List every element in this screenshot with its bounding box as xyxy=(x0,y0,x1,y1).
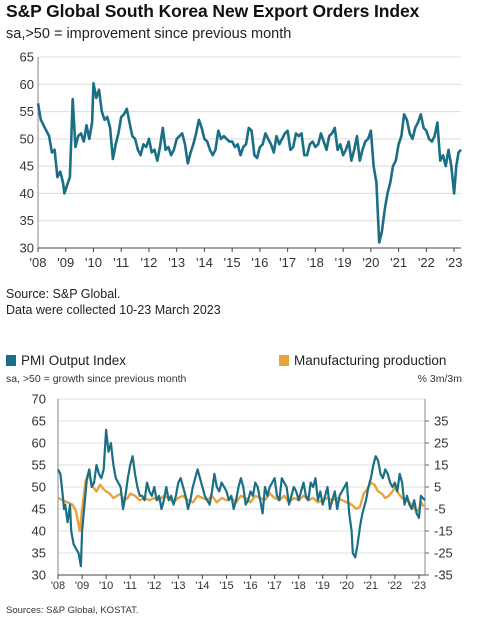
y-tick-label: 35 xyxy=(20,213,34,228)
x-tick-label: '09 xyxy=(75,580,89,592)
x-tick-label: '23 xyxy=(412,580,426,592)
left-axis-note: sa, >50 = growth since previous month xyxy=(6,373,187,385)
x-tick-label: '16 xyxy=(251,255,268,270)
left-y-tick-label: 45 xyxy=(32,502,46,517)
x-tick-label: '08 xyxy=(30,255,47,270)
x-tick-label: '15 xyxy=(219,580,233,592)
left-y-tick-label: 50 xyxy=(32,480,46,495)
chart-subtitle: sa,>50 = improvement since previous mont… xyxy=(6,26,292,42)
legend-label-pmi: PMI Output Index xyxy=(21,353,126,368)
right-axis-note: % 3m/3m xyxy=(418,373,463,385)
y-tick-label: 65 xyxy=(20,50,34,65)
x-tick-label: '12 xyxy=(147,580,161,592)
left-y-tick-label: 30 xyxy=(32,568,46,583)
x-tick-label: '22 xyxy=(388,580,402,592)
x-tick-label: '11 xyxy=(113,255,129,270)
x-tick-label: '11 xyxy=(123,580,137,592)
x-tick-label: '13 xyxy=(171,580,185,592)
right-y-tick-label: 5 xyxy=(434,480,441,495)
x-tick-label: '14 xyxy=(195,580,209,592)
y-tick-label: 55 xyxy=(20,104,34,119)
y-tick-label: 50 xyxy=(20,131,34,146)
x-tick-label: '10 xyxy=(85,255,102,270)
x-tick-label: '18 xyxy=(307,255,324,270)
export-orders-line xyxy=(36,81,462,244)
left-y-tick-label: 55 xyxy=(32,458,46,473)
legend-swatch-mfg xyxy=(279,355,289,366)
left-y-tick-label: 70 xyxy=(32,392,46,407)
y-tick-label: 40 xyxy=(20,186,34,201)
x-tick-label: '12 xyxy=(140,255,157,270)
x-tick-label: '08 xyxy=(51,580,65,592)
x-tick-label: '17 xyxy=(267,580,281,592)
x-tick-label: '17 xyxy=(279,255,296,270)
right-y-tick-label: -15 xyxy=(434,524,453,539)
right-y-tick-label: -35 xyxy=(434,568,453,583)
x-tick-label: '21 xyxy=(364,580,378,592)
right-y-tick-label: 35 xyxy=(434,414,448,429)
left-y-tick-label: 60 xyxy=(32,436,46,451)
x-tick-label: '20 xyxy=(340,580,354,592)
y-tick-label: 60 xyxy=(20,77,34,92)
chart-title: S&P Global South Korea New Export Orders… xyxy=(6,1,420,21)
x-tick-label: '15 xyxy=(224,255,241,270)
right-y-tick-label: 15 xyxy=(434,458,448,473)
right-y-tick-label: 25 xyxy=(434,436,448,451)
y-tick-label: 30 xyxy=(20,241,34,256)
source-note: Source: S&P Global. xyxy=(6,287,121,301)
x-tick-label: '23 xyxy=(446,255,463,270)
x-tick-label: '16 xyxy=(243,580,257,592)
manufacturing-production-line xyxy=(57,474,425,533)
left-y-tick-label: 65 xyxy=(32,414,46,429)
x-tick-label: '19 xyxy=(335,255,352,270)
right-y-tick-label: -5 xyxy=(434,502,446,517)
x-tick-label: '10 xyxy=(99,580,113,592)
left-y-tick-label: 40 xyxy=(32,524,46,539)
legend-label-mfg: Manufacturing production xyxy=(294,353,446,368)
x-tick-label: '19 xyxy=(316,580,330,592)
pmi-output-line xyxy=(57,428,426,568)
legend-swatch-pmi xyxy=(6,355,16,366)
y-tick-label: 45 xyxy=(20,159,34,174)
x-tick-label: '14 xyxy=(196,255,213,270)
right-y-tick-label: -25 xyxy=(434,546,453,561)
x-tick-label: '09 xyxy=(57,255,74,270)
x-tick-label: '20 xyxy=(362,255,379,270)
left-y-tick-label: 35 xyxy=(32,546,46,561)
sources-note: Sources: S&P Global, KOSTAT. xyxy=(6,605,139,616)
x-tick-label: '13 xyxy=(168,255,185,270)
x-tick-label: '18 xyxy=(291,580,305,592)
x-tick-label: '21 xyxy=(390,255,407,270)
collection-note: Data were collected 10-23 March 2023 xyxy=(6,303,221,317)
x-tick-label: '22 xyxy=(418,255,435,270)
